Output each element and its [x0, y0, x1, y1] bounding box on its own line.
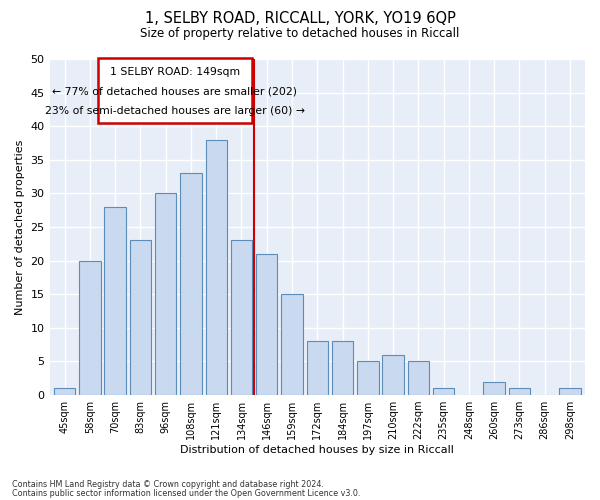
Text: Size of property relative to detached houses in Riccall: Size of property relative to detached ho… [140, 28, 460, 40]
Bar [332, 342, 353, 395]
Bar [357, 362, 379, 395]
Bar [509, 388, 530, 395]
Bar [382, 355, 404, 395]
FancyBboxPatch shape [98, 58, 251, 123]
Bar [180, 174, 202, 395]
Bar [484, 382, 505, 395]
Y-axis label: Number of detached properties: Number of detached properties [15, 140, 25, 314]
Bar [79, 260, 101, 395]
Text: 1, SELBY ROAD, RICCALL, YORK, YO19 6QP: 1, SELBY ROAD, RICCALL, YORK, YO19 6QP [145, 11, 455, 26]
Bar [559, 388, 581, 395]
Text: 23% of semi-detached houses are larger (60) →: 23% of semi-detached houses are larger (… [44, 106, 305, 117]
Text: Contains public sector information licensed under the Open Government Licence v3: Contains public sector information licen… [12, 489, 361, 498]
Bar [206, 140, 227, 395]
Bar [231, 240, 252, 395]
Bar [54, 388, 76, 395]
Bar [433, 388, 454, 395]
Bar [256, 254, 277, 395]
Bar [130, 240, 151, 395]
Bar [281, 294, 303, 395]
Bar [407, 362, 429, 395]
Bar [155, 194, 176, 395]
Text: ← 77% of detached houses are smaller (202): ← 77% of detached houses are smaller (20… [52, 86, 297, 97]
X-axis label: Distribution of detached houses by size in Riccall: Distribution of detached houses by size … [181, 445, 454, 455]
Text: Contains HM Land Registry data © Crown copyright and database right 2024.: Contains HM Land Registry data © Crown c… [12, 480, 324, 489]
Bar [104, 207, 126, 395]
Text: 1 SELBY ROAD: 149sqm: 1 SELBY ROAD: 149sqm [110, 68, 239, 78]
Bar [307, 342, 328, 395]
